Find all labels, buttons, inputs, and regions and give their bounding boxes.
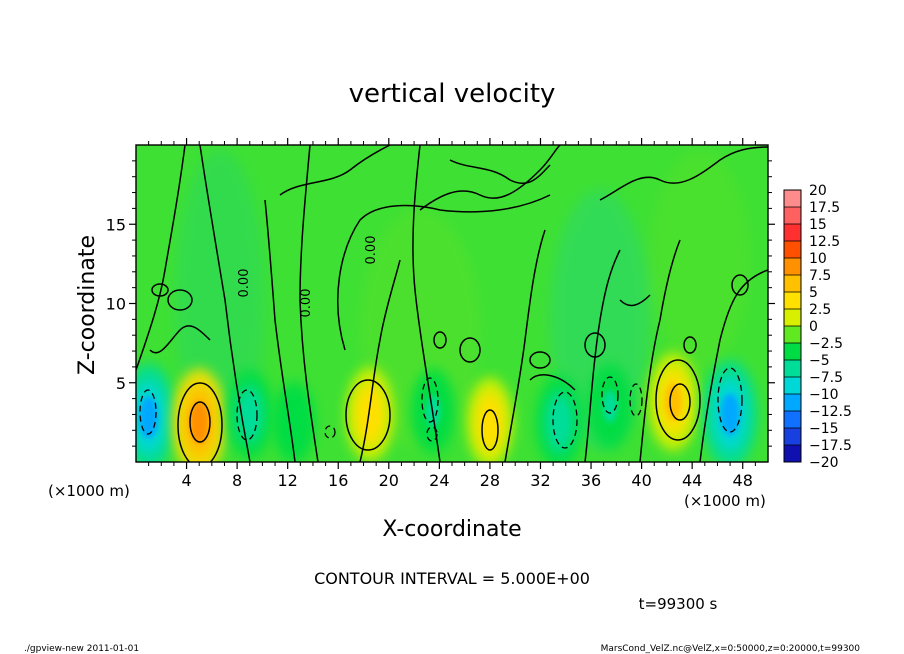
colorbar-segment (784, 292, 801, 310)
colorbar-segment (784, 224, 801, 242)
x-tick-label: 4 (181, 471, 191, 490)
x-tick-label: 44 (682, 471, 702, 490)
colorbar-label: −15 (809, 421, 839, 437)
colorbar-segment (784, 258, 801, 276)
y-tick-label: 15 (106, 215, 126, 234)
colorbar-label: 17.5 (809, 200, 840, 216)
field-feature (136, 363, 176, 462)
field-feature-core (361, 396, 378, 433)
colorbar-label: 2.5 (809, 302, 831, 318)
x-axis-label: X-coordinate (382, 517, 521, 542)
footer-left: ./gpview-new 2011-01-01 (24, 644, 139, 654)
colorbar-segment (784, 309, 801, 327)
x-tick-label: 36 (581, 471, 601, 490)
contour-labels: 0.00 0.00 0.00 (237, 236, 379, 318)
x-tick-label: 8 (232, 471, 242, 490)
colorbar-segment (784, 445, 801, 463)
y-tick-label: 5 (116, 374, 126, 393)
contour-label: 0.00 (299, 289, 314, 318)
x-tick-label: 48 (733, 471, 753, 490)
x-unit-right: (×1000 m) (684, 492, 766, 510)
colorbar-label: −17.5 (809, 438, 852, 454)
chart-title: vertical velocity (349, 79, 556, 109)
colorbar-segment (784, 190, 801, 208)
y-tick-label: 10 (106, 295, 126, 314)
field-feature-core (242, 397, 258, 432)
y-axis-ticks: 5 10 15 (106, 160, 775, 447)
colorbar-label: −7.5 (809, 370, 843, 386)
y-axis-label: Z-coordinate (75, 235, 100, 375)
contour-label: 0.00 (364, 236, 379, 265)
colorbar-segment (784, 428, 801, 446)
contour-lines (136, 145, 768, 462)
field-feature-core (720, 393, 740, 436)
field-feature-core (482, 405, 498, 440)
field-feature-core (139, 396, 159, 439)
colorbar-label: 20 (809, 183, 827, 199)
field-feature-core (664, 382, 682, 421)
field-feature-core (189, 401, 209, 444)
colorbar-label: −20 (809, 455, 839, 471)
dashed-contours (139, 367, 743, 449)
footer-right: MarsCond_VelZ.nc@VelZ,x=0:50000,z=0:2000… (601, 644, 861, 654)
colorbar-label: 15 (809, 217, 827, 233)
field-feature (703, 360, 758, 462)
field-feature (535, 375, 584, 462)
colorbar: 2017.51512.5107.552.50−2.5−5−7.5−10−12.5… (783, 183, 852, 471)
contour-label: 0.00 (237, 269, 252, 298)
field-feature-core (603, 390, 617, 423)
x-tick-label: 28 (480, 471, 500, 490)
colorbar-segment (784, 275, 801, 293)
x-axis-ticks: 4 8 12 16 20 24 28 32 36 40 44 48 (148, 138, 756, 490)
x-unit-left: (×1000 m) (48, 482, 130, 500)
colorbar-label: −5 (809, 353, 830, 369)
colorbar-label: −2.5 (809, 336, 843, 352)
colorbar-label: 7.5 (809, 268, 831, 284)
field-feature-core (551, 404, 568, 441)
x-tick-label: 24 (429, 471, 449, 490)
colorbar-segment (784, 360, 801, 378)
colorbar-label: 10 (809, 251, 827, 267)
colorbar-segment (784, 326, 801, 344)
colorbar-segment (784, 411, 801, 429)
field-feature (226, 369, 273, 460)
x-tick-label: 20 (379, 471, 399, 490)
colorbar-label: 12.5 (809, 234, 840, 250)
colorbar-segment (784, 207, 801, 225)
colorbar-label: 5 (809, 285, 818, 301)
field-feature (588, 363, 632, 450)
colorbar-segment (784, 377, 801, 395)
field-feature (172, 368, 227, 462)
contour-interval: CONTOUR INTERVAL = 5.000E+00 (314, 569, 590, 588)
plot-area: 0.00 0.00 0.00 (136, 145, 768, 462)
colorbar-label: −10 (809, 387, 839, 403)
x-tick-label: 12 (278, 471, 298, 490)
colorbar-label: 0 (809, 319, 818, 335)
colorbar-segment (784, 343, 801, 361)
colorbar-label: −12.5 (809, 404, 852, 420)
field-feature (345, 367, 394, 462)
x-tick-label: 40 (631, 471, 651, 490)
time-label: t=99300 s (639, 595, 718, 613)
colorbar-segment (784, 394, 801, 412)
x-tick-label: 16 (328, 471, 348, 490)
x-tick-label: 32 (530, 471, 550, 490)
colorbar-segment (784, 241, 801, 259)
